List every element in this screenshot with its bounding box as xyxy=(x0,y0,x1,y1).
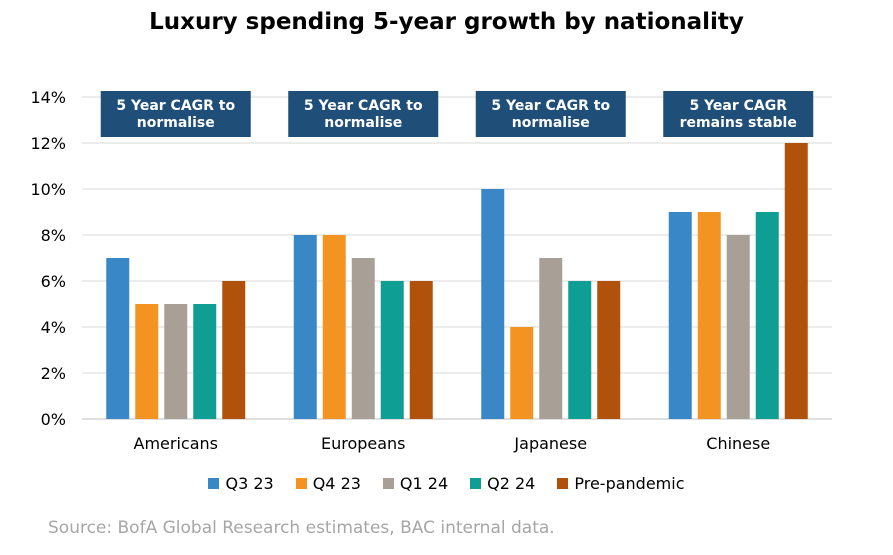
bar-q2-24 xyxy=(568,281,592,419)
y-tick-label: 2% xyxy=(41,364,66,383)
annotation-text: normalise xyxy=(324,115,402,131)
chart-legend: Q3 23 Q4 23 Q1 24 Q2 24 Pre-pandemic xyxy=(0,474,893,493)
y-tick-label: 8% xyxy=(41,226,66,245)
bar-pre-pandemic xyxy=(784,143,808,419)
bar-q1-24 xyxy=(351,258,375,419)
bar-q1-24 xyxy=(539,258,563,419)
legend-swatch xyxy=(557,478,569,489)
legend-label: Q3 23 xyxy=(225,474,274,493)
legend-swatch xyxy=(382,478,394,489)
chart-title: Luxury spending 5-year growth by nationa… xyxy=(149,9,744,35)
x-tick-label: Europeans xyxy=(321,434,406,453)
annotation-text: 5 Year CAGR xyxy=(689,98,787,114)
annotation-text: 5 Year CAGR to xyxy=(304,98,423,114)
bar-q1-24 xyxy=(726,235,750,419)
legend-item: Q3 23 xyxy=(208,474,274,493)
bar-q4-23 xyxy=(135,304,159,419)
legend-item: Q2 24 xyxy=(470,474,535,493)
bar-q2-24 xyxy=(193,304,217,419)
y-tick-label: 4% xyxy=(41,318,66,337)
bar-pre-pandemic xyxy=(409,281,433,419)
bar-pre-pandemic xyxy=(222,281,246,419)
source-note: Source: BofA Global Research estimates, … xyxy=(48,518,555,538)
legend-swatch xyxy=(470,478,482,489)
bar-q3-23 xyxy=(668,212,692,419)
bar-q3-23 xyxy=(293,235,317,419)
annotation-box xyxy=(663,91,814,137)
legend-label: Pre-pandemic xyxy=(574,474,685,493)
legend-label: Q1 24 xyxy=(399,474,449,493)
bar-q3-23 xyxy=(481,189,505,419)
x-tick-label: Chinese xyxy=(706,434,770,453)
y-tick-label: 6% xyxy=(41,272,66,291)
x-tick-label: Japanese xyxy=(513,434,587,453)
bar-pre-pandemic xyxy=(597,281,621,419)
y-tick-label: 14% xyxy=(30,88,66,107)
bar-q1-24 xyxy=(164,304,188,419)
y-tick-label: 12% xyxy=(30,134,66,153)
legend-item: Q4 23 xyxy=(295,474,361,493)
annotation-text: remains stable xyxy=(680,115,797,131)
bar-q2-24 xyxy=(380,281,404,419)
legend-swatch xyxy=(295,478,307,489)
legend-swatch xyxy=(208,478,220,489)
legend-label: Q2 24 xyxy=(487,474,536,493)
legend-item: Pre-pandemic xyxy=(557,474,685,493)
annotation-text: 5 Year CAGR to xyxy=(116,98,235,114)
y-tick-label: 10% xyxy=(30,180,66,199)
x-tick-label: Americans xyxy=(134,434,218,453)
annotation-box xyxy=(475,91,626,137)
bar-q3-23 xyxy=(106,258,130,419)
annotation-box xyxy=(288,91,439,137)
annotation-box xyxy=(100,91,251,137)
bar-q4-23 xyxy=(697,212,721,419)
annotation-text: normalise xyxy=(137,115,215,131)
annotation-text: normalise xyxy=(512,115,590,131)
y-tick-label: 0% xyxy=(41,410,66,429)
bar-q2-24 xyxy=(755,212,779,419)
bar-q4-23 xyxy=(322,235,346,419)
annotation-text: 5 Year CAGR to xyxy=(491,98,610,114)
legend-label: Q4 23 xyxy=(312,474,361,493)
legend-item: Q1 24 xyxy=(382,474,449,493)
bar-q4-23 xyxy=(510,327,534,419)
